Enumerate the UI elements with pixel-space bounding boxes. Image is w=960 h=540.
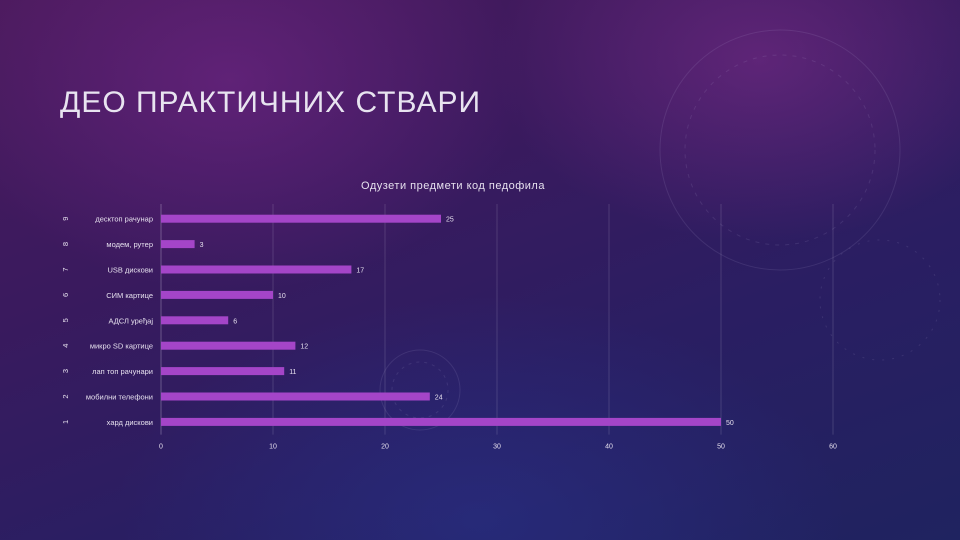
slide-title: ДЕО ПРАКТИЧНИХ СТВАРИ: [60, 86, 482, 119]
x-tick-label: 30: [493, 444, 501, 451]
chart-title: Одузети предмети код педофила: [361, 180, 545, 192]
data-label: 24: [435, 395, 443, 402]
category-label: десктоп рачунар: [95, 215, 153, 224]
x-tick-label: 10: [269, 444, 277, 451]
category-index: 8: [61, 242, 70, 246]
category-label: лап топ рачунари: [92, 367, 153, 376]
category-label: СИМ картице: [106, 291, 153, 300]
bar: [161, 290, 273, 299]
x-tick-label: 60: [829, 444, 837, 451]
data-label: 11: [289, 369, 296, 376]
bar: [161, 240, 195, 249]
data-label: 10: [278, 293, 286, 300]
data-label: 50: [726, 420, 734, 427]
bar: [161, 265, 352, 274]
category-label: мобилни телефони: [86, 393, 153, 402]
category-index: 3: [61, 369, 70, 373]
bar: [161, 341, 296, 350]
bar: [161, 214, 441, 223]
bar: [161, 367, 285, 376]
category-index: 2: [61, 394, 70, 398]
data-label: 3: [200, 242, 204, 249]
category-label: АДСЛ уређај: [108, 316, 153, 325]
x-tick-label: 40: [605, 444, 613, 451]
category-label: модем, рутер: [106, 240, 153, 249]
category-label: микро SD картице: [90, 342, 153, 351]
category-index: 4: [61, 344, 70, 348]
category-index: 9: [61, 217, 70, 221]
category-label: хард дискови: [107, 418, 153, 427]
data-label: 12: [300, 344, 308, 351]
bar: [161, 392, 430, 401]
data-label: 6: [233, 318, 237, 325]
x-tick-label: 20: [381, 444, 389, 451]
bar: [161, 316, 229, 325]
category-index: 7: [61, 267, 70, 271]
category-index: 5: [61, 318, 70, 322]
data-label: 25: [446, 217, 454, 224]
x-tick-label: 0: [159, 444, 163, 451]
x-tick-label: 50: [717, 444, 725, 451]
category-index: 1: [61, 420, 70, 424]
data-label: 17: [356, 268, 364, 275]
category-label: USB дискови: [107, 266, 153, 275]
bar: [161, 417, 721, 426]
category-index: 6: [61, 293, 70, 297]
